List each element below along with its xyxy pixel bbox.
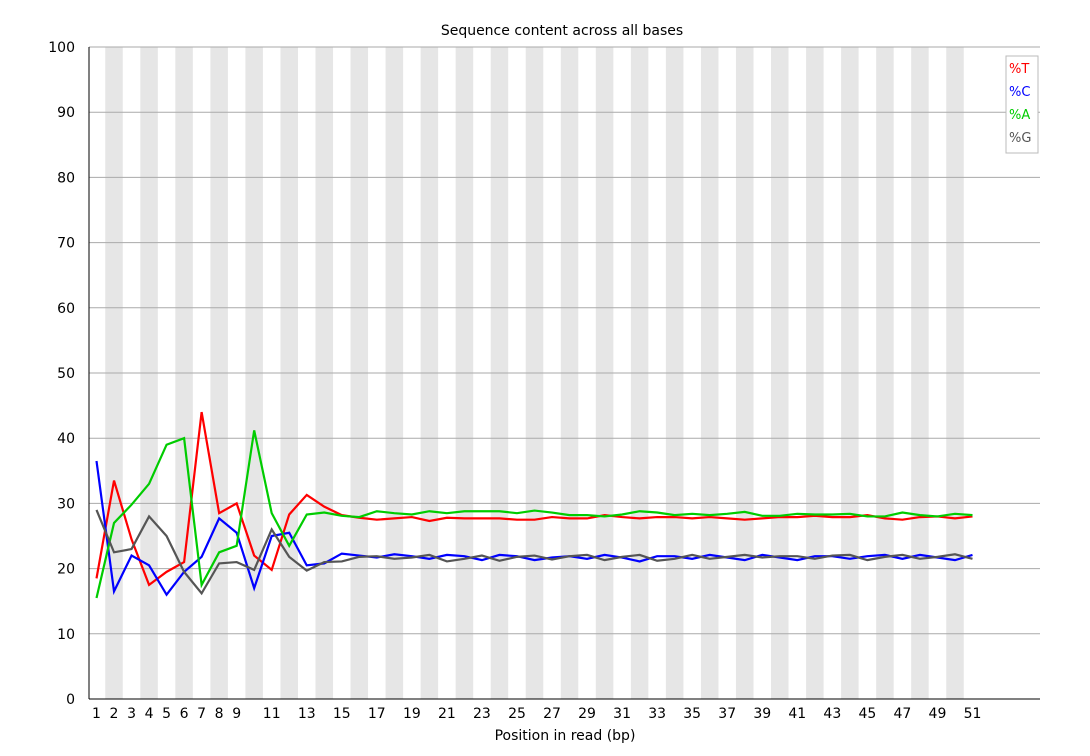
x-tick-label: 49: [929, 706, 947, 722]
y-tick-label: 30: [57, 496, 75, 512]
x-tick-label: 25: [508, 706, 526, 722]
x-tick-label: 47: [894, 706, 912, 722]
x-tick-label: 43: [823, 706, 841, 722]
x-tick-labels: 1 2 3 4 5 6 7 8 9 11 13 15 17 19 21 23 25 27 29 31 33 35 37 39 4…: [92, 706, 981, 722]
x-tick-label: 19: [403, 706, 421, 722]
legend-box: [1005, 55, 1039, 154]
y-tick-label: 20: [57, 562, 75, 578]
y-tick-label: 60: [57, 301, 75, 317]
x-tick-label: 35: [683, 706, 701, 722]
x-tick-label: 37: [718, 706, 736, 722]
legend-entry: %C: [1009, 85, 1030, 100]
y-tick-label: 90: [57, 105, 75, 121]
series-lines: [95, 411, 973, 599]
x-tick-label: 2: [110, 706, 119, 722]
x-tick-label: 41: [788, 706, 806, 722]
legend-entry: %A: [1009, 108, 1030, 123]
y-tick-label: 70: [57, 236, 75, 252]
x-tick-label: 8: [215, 706, 224, 722]
series-line-a: [95, 430, 973, 599]
x-tick-label: 3: [127, 706, 136, 722]
x-tick-label: 23: [473, 706, 491, 722]
x-tick-label: 11: [263, 706, 281, 722]
x-tick-label: 9: [232, 706, 241, 722]
x-tick-label: 17: [368, 706, 386, 722]
x-tick-label: 13: [298, 706, 316, 722]
legend-entry: %G: [1009, 131, 1031, 146]
x-tick-label: 4: [145, 706, 154, 722]
x-axis-label: Position in read (bp): [495, 728, 636, 744]
x-tick-label: 51: [964, 706, 982, 722]
chart-title: Sequence content across all bases: [441, 23, 683, 39]
x-tick-label: 39: [753, 706, 771, 722]
x-tick-label: 21: [438, 706, 456, 722]
y-tick-label: 50: [57, 366, 75, 382]
x-tick-label: 31: [613, 706, 631, 722]
y-tick-labels: 0 10 20 30 40 50 60 70 80 90 100: [48, 40, 75, 708]
x-tick-label: 45: [858, 706, 876, 722]
y-tick-label: 0: [66, 692, 75, 708]
y-tick-label: 10: [57, 627, 75, 643]
axes: [88, 47, 1040, 700]
x-tick-label: 5: [162, 706, 171, 722]
legend-entry: %T: [1009, 62, 1029, 77]
gridlines: [89, 46, 1040, 635]
series-line-g: [95, 509, 973, 596]
x-tick-label: 6: [180, 706, 189, 722]
series-line-t: [95, 411, 973, 587]
y-tick-label: 40: [57, 431, 75, 447]
y-tick-label: 80: [57, 170, 75, 186]
x-tick-label: 1: [92, 706, 101, 722]
y-tick-label: 100: [48, 40, 75, 56]
x-tick-label: 7: [197, 706, 206, 722]
x-tick-label: 29: [578, 706, 596, 722]
legend: %T %C %A %G: [1005, 55, 1039, 154]
x-tick-label: 33: [648, 706, 666, 722]
x-tick-label: 15: [333, 706, 351, 722]
x-tick-label: 27: [543, 706, 561, 722]
